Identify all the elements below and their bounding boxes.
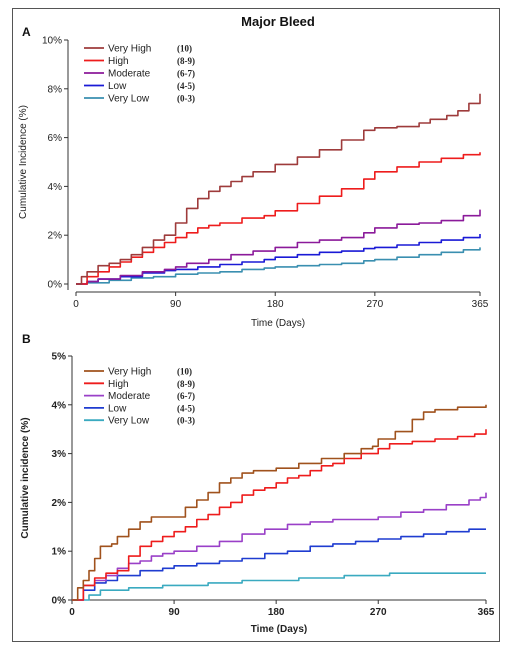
legend-label: High [108, 379, 129, 390]
legend-score: (4-5) [177, 81, 195, 91]
legend-score: (8-9) [177, 56, 195, 66]
x-tick-label: 0 [69, 607, 75, 618]
legend-label: Very High [108, 44, 151, 55]
legend-label: Very High [108, 367, 151, 378]
y-tick-label: 1% [52, 547, 67, 558]
y-tick-label: 4% [52, 400, 67, 411]
legend-score: (0-3) [177, 94, 195, 104]
legend-score: (10) [177, 44, 192, 54]
series-line-very-high [72, 404, 487, 601]
x-axis-label: Time (Days) [251, 624, 308, 635]
y-axis-label: Cumulative Incidence (%) [18, 105, 29, 219]
x-tick-label: 365 [472, 299, 489, 310]
y-tick-label: 3% [52, 449, 67, 460]
series-line-high [76, 152, 481, 285]
y-axis-label: Cumulative incidence (%) [20, 417, 31, 538]
legend-label: Low [108, 81, 127, 92]
legend-label: Low [108, 403, 127, 414]
legend-label: Moderate [108, 69, 151, 80]
y-tick-label: 0% [52, 596, 67, 607]
x-tick-label: 90 [170, 299, 182, 310]
series-line-low [72, 528, 486, 601]
y-tick-label: 5% [52, 352, 67, 363]
y-tick-label: 8% [48, 84, 63, 95]
x-axis-label: Time (Days) [251, 318, 305, 329]
legend-score: (0-3) [177, 416, 195, 426]
legend-score: (6-7) [177, 391, 195, 401]
y-tick-label: 2% [52, 498, 67, 509]
y-tick-label: 10% [42, 36, 62, 47]
y-tick-label: 4% [48, 182, 63, 193]
series-line-very-low [72, 572, 486, 601]
series-line-low [76, 234, 481, 285]
legend-score: (8-9) [177, 379, 195, 389]
panel-label: A [22, 25, 31, 39]
x-tick-label: 0 [73, 299, 79, 310]
legend-label: High [108, 56, 129, 67]
y-tick-label: 6% [48, 133, 63, 144]
series-line-very-low [76, 247, 481, 285]
legend-score: (4-5) [177, 403, 195, 413]
x-tick-label: 270 [367, 299, 384, 310]
series-line-high [72, 429, 487, 601]
x-tick-label: 90 [169, 607, 181, 618]
x-tick-label: 365 [478, 607, 495, 618]
series-line-very-high [76, 93, 481, 285]
legend-label: Very Low [108, 416, 150, 427]
x-tick-label: 180 [267, 299, 284, 310]
panel-label: B [22, 332, 31, 346]
x-tick-label: 180 [268, 607, 285, 618]
legend-label: Moderate [108, 391, 151, 402]
y-tick-label: 0% [48, 280, 63, 291]
legend-score: (6-7) [177, 69, 195, 79]
legend-label: Very Low [108, 94, 150, 105]
y-tick-label: 2% [48, 231, 63, 242]
chart-title: Major Bleed [241, 14, 315, 29]
series-line-moderate [72, 492, 487, 601]
series-line-moderate [76, 209, 481, 285]
x-tick-label: 270 [370, 607, 387, 618]
legend-score: (10) [177, 367, 192, 377]
